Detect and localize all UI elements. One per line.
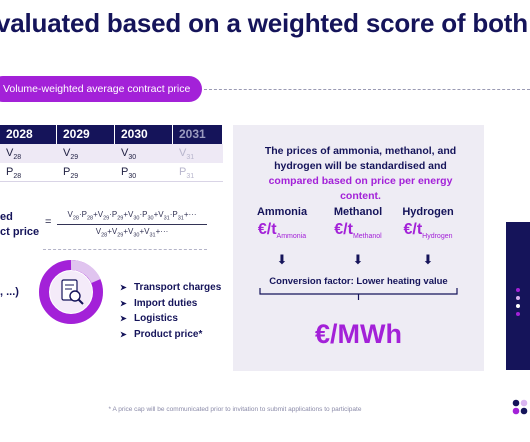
strip-dot: [516, 304, 520, 308]
volume-cell: V28: [0, 144, 57, 163]
panel-intro-highlight: compared based on price per energy conte…: [268, 175, 453, 202]
year-header: 2029: [57, 125, 115, 144]
arrow-bullet-icon: ➤: [120, 283, 127, 292]
formula-denominator: V28+V29+V30+V31+···: [95, 226, 169, 239]
price-cell: P30: [115, 163, 173, 182]
formula-label-line: ct price: [0, 226, 40, 238]
price-cell-text: P29: [63, 166, 79, 181]
price-cell-text: P31: [179, 166, 195, 181]
arrow-down-icon: ⬇: [352, 252, 364, 267]
arrow-bullet-icon: ➤: [120, 329, 127, 339]
energy-comparison-panel: The prices of ammonia, methanol, and hyd…: [233, 125, 484, 371]
arrow-down-icon: ⬇: [276, 252, 288, 267]
side-strip: [506, 222, 530, 370]
panel-intro-text: The prices of ammonia, methanol, and hyd…: [264, 145, 457, 172]
unit-text: €/t: [257, 221, 277, 238]
cost-components-list: ➤ Transport charges ➤ Import duties ➤ Logis…: [120, 280, 221, 342]
volume-cell: V31: [173, 144, 223, 163]
weighted-average-formula: V28·P28+V29·P29+V30·P30+V31·P31+··· V28+…: [57, 210, 207, 238]
side-label: , ...): [0, 286, 19, 298]
unit-text: €/t: [403, 221, 423, 238]
result-unit: €/MWh: [315, 319, 402, 349]
list-item: ➤ Transport charges: [120, 280, 221, 296]
price-cell: P31: [173, 163, 223, 182]
panel-intro: The prices of ammonia, methanol, and hyd…: [249, 144, 472, 204]
chemical-unit: €/tHydrogen: [393, 221, 463, 240]
formula-label: ed ct price: [0, 210, 39, 240]
price-cell-text: P28: [6, 166, 22, 181]
unit-text: €/t: [334, 221, 353, 238]
strip-dot: [516, 288, 520, 292]
arrow-bullet-icon: ➤: [120, 298, 127, 308]
brand-logo-icon: [512, 399, 528, 415]
equals-sign: =: [45, 216, 52, 228]
divider: [43, 249, 207, 250]
chemical-name: Hydrogen: [402, 206, 454, 218]
volume-price-table: 2028 2029 2030 2031 V28 V29 V30 V31 P28 …: [0, 125, 223, 182]
chemical-unit: €/tAmmonia: [247, 221, 317, 240]
strip-dot: [516, 312, 520, 316]
volume-cell: V30: [115, 144, 173, 163]
chemical-name: Ammonia: [256, 206, 308, 218]
volume-cell-text: V31: [179, 147, 195, 162]
brace-icon: [259, 288, 458, 300]
list-item-label: Product price*: [134, 328, 203, 340]
list-item-label: Import duties: [134, 297, 198, 309]
price-cell: P29: [57, 163, 115, 182]
year-header: 2031: [173, 125, 223, 144]
volume-cell-text: V28: [6, 147, 22, 162]
unit-subscript: Hydrogen: [422, 233, 453, 241]
document-magnifier-icon: [39, 259, 103, 324]
year-header: 2030: [115, 125, 173, 144]
footnote: * A price cap will be communicated prior…: [108, 406, 362, 413]
conversion-factor-label: Conversion factor: Lower heating value: [269, 276, 448, 287]
list-item: ➤ Product price*: [120, 327, 221, 343]
chemical-name: Methanol: [333, 206, 383, 218]
divider: [204, 89, 530, 90]
unit-subscript: Ammonia: [276, 233, 307, 241]
unit-subscript: Methanol: [352, 233, 382, 241]
chemical-unit: €/tMethanol: [323, 221, 393, 240]
list-item: ➤ Import duties: [120, 296, 221, 312]
formula-label-line: ed: [0, 211, 13, 223]
strip-dot: [516, 296, 520, 300]
list-item-label: Logistics: [134, 313, 178, 324]
year-header: 2028: [0, 125, 57, 144]
volume-cell-text: V30: [121, 147, 137, 162]
formula-numerator: V28·P28+V29·P29+V30·P30+V31·P31+···: [57, 210, 207, 225]
volume-cell-text: V29: [63, 147, 79, 162]
list-item-label: Transport charges: [134, 282, 222, 293]
arrow-bullet-icon: ➤: [120, 314, 127, 323]
price-method-pill: Volume-weighted average contract price: [0, 76, 202, 102]
price-cell: P28: [0, 163, 57, 182]
arrow-down-icon: ⬇: [422, 252, 434, 267]
list-item: ➤ Logistics: [120, 311, 221, 327]
volume-cell: V29: [57, 144, 115, 163]
page-title: valuated based on a weighted score of bo…: [0, 8, 530, 38]
price-cell-text: P30: [121, 166, 137, 181]
